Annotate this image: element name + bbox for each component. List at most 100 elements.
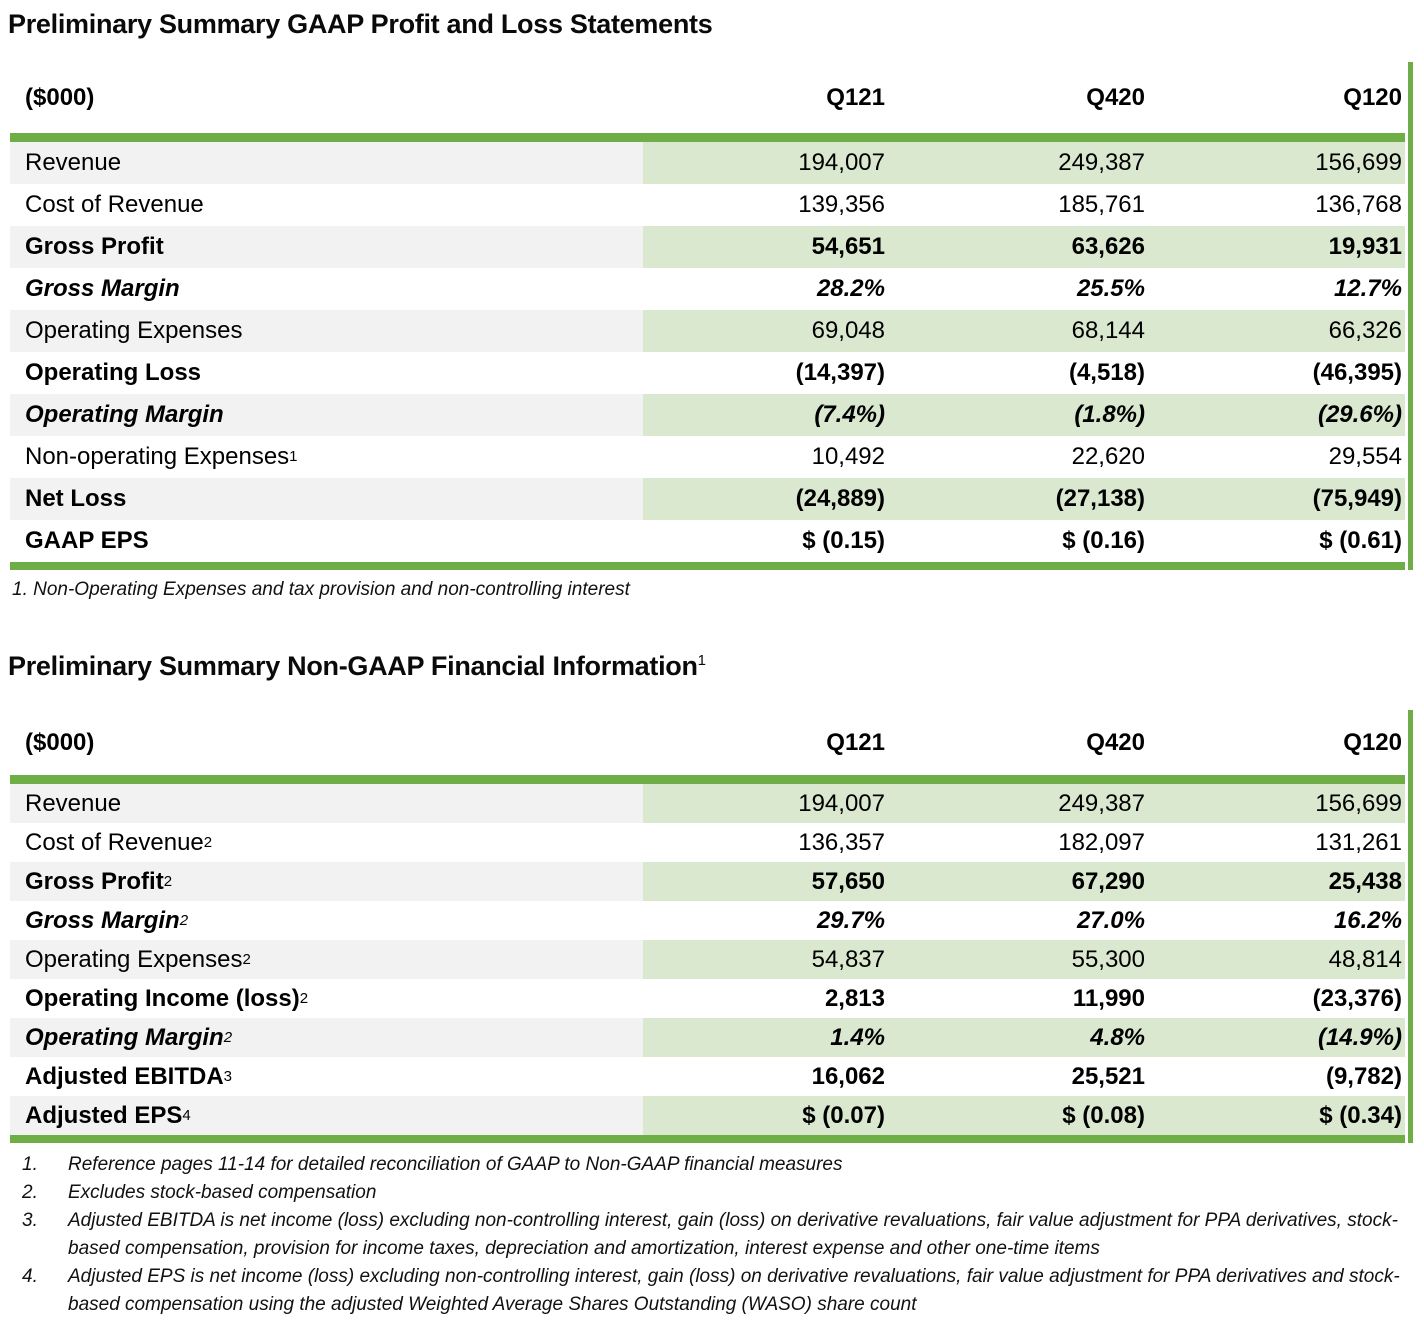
table-row: Operating Income (loss) 2 2,813 11,990 (…: [10, 979, 1405, 1018]
row-value-q121: 194,007: [643, 142, 888, 184]
table2-body: Revenue 194,007 249,387 156,699 Cost of …: [10, 784, 1405, 1135]
footnote-text: Excludes stock-based compensation: [68, 1182, 377, 1203]
row-value-q120: 25,438: [1148, 862, 1405, 901]
row-value-q121: $ (0.07): [643, 1096, 888, 1135]
row-value-q420: $ (0.08): [888, 1096, 1148, 1135]
row-value-q420: 27.0%: [1076, 906, 1145, 934]
row-value-q420: 55,300: [888, 940, 1148, 979]
table-row: Net Loss (24,889) (27,138) (75,949): [10, 478, 1405, 520]
row-label: Revenue: [10, 784, 643, 823]
row-value-q121: 136,357: [798, 828, 885, 856]
table2-title-text: Preliminary Summary Non-GAAP Financial I…: [8, 651, 698, 681]
row-label: Operating Expenses: [10, 310, 643, 352]
row-value-q120: 48,814: [1148, 940, 1405, 979]
table-row: Gross Profit 54,651 63,626 19,931: [10, 226, 1405, 268]
table2-title-superscript: 1: [697, 652, 706, 669]
table1-column-header-q120: Q120: [1343, 83, 1402, 111]
footnote-number: 2.: [22, 1182, 38, 1203]
footnote: 1. Reference pages 11-14 for detailed re…: [10, 1151, 1418, 1179]
table2-bottom-border: [10, 1135, 1405, 1143]
row-label: Gross Margin 2: [25, 906, 189, 934]
table1-column-header-q121: Q121: [826, 83, 885, 111]
table2-top-border: [10, 775, 1405, 784]
table1-footnote: 1. Non-Operating Expenses and tax provis…: [12, 579, 630, 600]
row-value-q420: 185,761: [1058, 191, 1145, 218]
row-value-q121: 194,007: [643, 784, 888, 823]
footnote-number: 1.: [22, 1154, 38, 1175]
row-value-q120: (75,949): [1148, 478, 1405, 520]
row-value-q120: $ (0.34): [1148, 1096, 1405, 1135]
table-row: Adjusted EPS 4 $ (0.07) $ (0.08) $ (0.34): [10, 1096, 1405, 1135]
table-row: Non-operating Expenses 1 10,492 22,620 29…: [10, 436, 1405, 478]
table2: ($000) Q121 Q420 Q120 Revenue 194,007 24…: [10, 710, 1413, 1143]
footnote-number: 4.: [22, 1266, 38, 1287]
row-value-q420: 249,387: [888, 142, 1148, 184]
row-value-q120: 16.2%: [1333, 906, 1402, 934]
row-value-q121: 2,813: [824, 984, 885, 1012]
row-label: Gross Profit: [10, 226, 643, 268]
row-value-q120: 12.7%: [1333, 275, 1402, 302]
row-value-q120: (46,395): [1312, 359, 1402, 386]
row-value-q121: 54,837: [643, 940, 888, 979]
row-label: GAAP EPS: [25, 527, 149, 554]
row-value-q120: 156,699: [1148, 784, 1405, 823]
row-value-q120: 66,326: [1148, 310, 1405, 352]
row-label: Operating Expenses 2: [10, 940, 643, 979]
table1-body: Revenue 194,007 249,387 156,699 Cost of …: [10, 142, 1405, 562]
row-value-q420: (1.8%): [888, 394, 1148, 436]
row-value-q420: 25.5%: [1076, 275, 1145, 302]
row-value-q420: $ (0.16): [1062, 527, 1145, 554]
row-value-q120: $ (0.61): [1319, 527, 1402, 554]
row-value-q121: $ (0.15): [802, 527, 885, 554]
row-value-q420: 182,097: [1058, 828, 1145, 856]
row-value-q120: 29,554: [1328, 443, 1402, 470]
row-label: Gross Margin: [25, 275, 180, 302]
row-value-q121: 69,048: [643, 310, 888, 352]
table-row: Revenue 194,007 249,387 156,699: [10, 142, 1405, 184]
row-value-q121: (24,889): [643, 478, 888, 520]
table-row: Adjusted EBITDA 3 16,062 25,521 (9,782): [10, 1057, 1405, 1096]
footnote: 2. Excludes stock-based compensation: [10, 1179, 1418, 1207]
row-label: Operating Margin 2: [10, 1018, 643, 1057]
row-label: Cost of Revenue 2: [25, 828, 213, 856]
table-row: Revenue 194,007 249,387 156,699: [10, 784, 1405, 823]
table1-column-header-q420: Q420: [1086, 83, 1145, 111]
footnote-text: Adjusted EPS is net income (loss) exclud…: [68, 1266, 1400, 1315]
table-row: Operating Expenses 69,048 68,144 66,326: [10, 310, 1405, 352]
table1-top-border: [10, 133, 1405, 142]
row-value-q420: (27,138): [888, 478, 1148, 520]
footnote-text: Adjusted EBITDA is net income (loss) exc…: [68, 1210, 1398, 1259]
table2-column-header-q121: Q121: [826, 728, 885, 756]
row-value-q420: 22,620: [1071, 443, 1145, 470]
table2-unit-label: ($000): [25, 728, 95, 756]
row-label: Net Loss: [10, 478, 643, 520]
table1: ($000) Q121 Q420 Q120 Revenue 194,007 24…: [10, 62, 1413, 570]
table-row: Operating Margin 2 1.4% 4.8% (14.9%): [10, 1018, 1405, 1057]
row-label: Operating Loss: [25, 359, 202, 386]
row-value-q120: 131,261: [1315, 828, 1402, 856]
row-label: Adjusted EPS 4: [10, 1096, 643, 1135]
row-label: Cost of Revenue: [25, 191, 204, 218]
row-value-q121: (7.4%): [643, 394, 888, 436]
row-label: Operating Income (loss) 2: [25, 984, 309, 1012]
row-label: Adjusted EBITDA 3: [25, 1062, 233, 1090]
row-value-q121: 29.7%: [816, 906, 885, 934]
table2-column-header-q420: Q420: [1086, 728, 1145, 756]
row-value-q121: 57,650: [643, 862, 888, 901]
table2-column-header-q120: Q120: [1343, 728, 1402, 756]
table-row: Operating Loss (14,397) (4,518) (46,395): [10, 352, 1405, 394]
table-row: Operating Margin (7.4%) (1.8%) (29.6%): [10, 394, 1405, 436]
row-value-q121: 1.4%: [643, 1018, 888, 1057]
table1-title: Preliminary Summary GAAP Profit and Loss…: [8, 8, 1424, 40]
row-value-q420: 4.8%: [888, 1018, 1148, 1057]
row-value-q420: 25,521: [1071, 1062, 1145, 1090]
footnote: 3. Adjusted EBITDA is net income (loss) …: [10, 1207, 1418, 1263]
row-value-q120: (23,376): [1312, 984, 1402, 1012]
row-label: Gross Profit 2: [10, 862, 643, 901]
table2-header-row: ($000) Q121 Q420 Q120: [10, 710, 1405, 775]
table2-title: Preliminary Summary Non-GAAP Financial I…: [8, 650, 1424, 682]
row-value-q120: 156,699: [1148, 142, 1405, 184]
table-row: GAAP EPS $ (0.15) $ (0.16) $ (0.61): [10, 520, 1405, 562]
table1-bottom-border: [10, 562, 1405, 570]
